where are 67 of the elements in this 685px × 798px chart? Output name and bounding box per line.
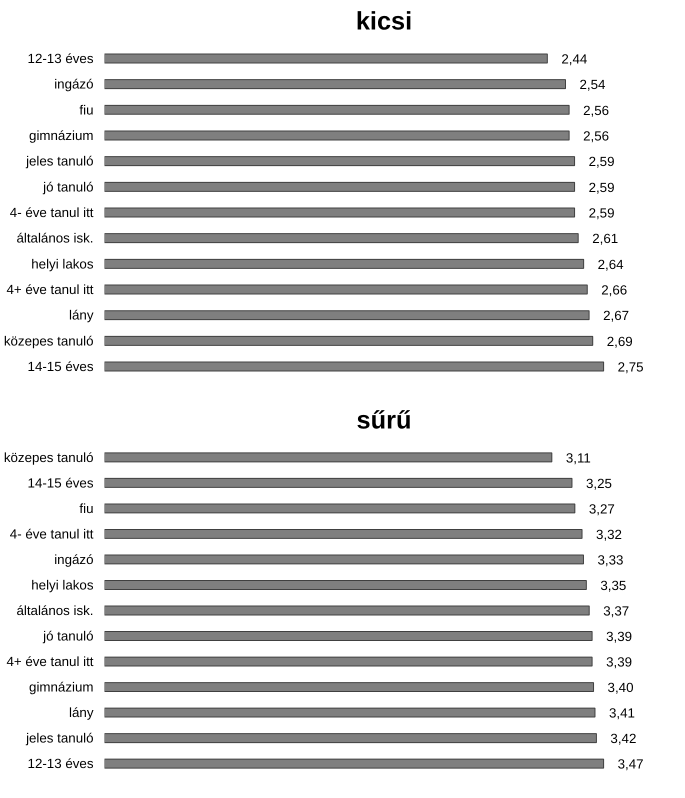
data-label: 3,42 (610, 731, 636, 746)
y-tick-label: helyi lakos (31, 256, 94, 272)
data-label: 3,35 (600, 578, 626, 593)
y-tick-label: 4+ éve tanul itt (6, 654, 94, 670)
bar (104, 130, 570, 140)
y-tick-label: 4+ éve tanul itt (6, 282, 94, 298)
bar (104, 208, 576, 218)
y-tick-label: jeles tanuló (25, 154, 94, 169)
chart-title: sűrű (356, 406, 412, 434)
y-tick-label: lány (69, 308, 94, 323)
y-tick-label: közepes tanuló (4, 333, 94, 348)
data-label: 3,40 (608, 680, 634, 696)
data-label: 2,61 (592, 231, 618, 246)
bar (104, 284, 588, 295)
chart-title: kicsi (356, 8, 412, 36)
data-label: 2,54 (579, 77, 606, 92)
y-tick-label: ingázó (54, 76, 94, 92)
y-tick-label: lány (69, 705, 94, 720)
y-tick-label: helyi lakos (31, 577, 94, 592)
y-tick-label: közepes tanuló (4, 450, 94, 465)
y-tick-label: általános isk. (16, 603, 94, 618)
data-label: 2,64 (598, 256, 624, 272)
data-label: 2,59 (588, 154, 615, 170)
y-tick-label: 12-13 éves (28, 50, 94, 66)
data-label: 2,75 (618, 360, 644, 375)
data-label: 2,69 (606, 334, 633, 349)
bar (104, 182, 576, 192)
bar (104, 310, 590, 320)
y-tick-label: 12-13 éves (28, 756, 94, 772)
bar (104, 336, 594, 346)
y-tick-label: ingázó (54, 552, 94, 567)
y-tick-label: gimnázium (29, 128, 94, 143)
bar (104, 362, 604, 372)
data-label: 2,59 (588, 206, 615, 220)
bar (104, 53, 548, 64)
data-label: 2,66 (601, 282, 628, 298)
y-tick-label: 4- éve tanul itt (10, 526, 94, 542)
data-label: 3,47 (618, 756, 644, 772)
data-label: 3,11 (566, 450, 591, 466)
y-tick-label: jó tanuló (42, 628, 94, 644)
data-label: 2,59 (588, 180, 615, 195)
y-tick-label: gimnázium (29, 680, 94, 695)
y-tick-label: 14-15 éves (28, 475, 94, 490)
y-tick-label: fiu (79, 102, 94, 118)
data-label: 3,32 (596, 526, 622, 542)
data-label: 3,37 (603, 604, 630, 618)
data-label: 2,44 (561, 51, 588, 66)
y-tick-label: fiu (79, 500, 94, 516)
bar (104, 79, 566, 90)
data-label: 3,41 (608, 706, 635, 721)
data-label: 3,27 (588, 501, 615, 516)
data-label: 2,67 (603, 308, 630, 324)
data-label: 3,39 (606, 629, 632, 644)
y-tick-label: 4- éve tanul itt (10, 205, 94, 220)
data-label: 3,25 (586, 476, 612, 491)
bar (104, 258, 584, 269)
y-tick-label: jeles tanuló (25, 730, 94, 746)
data-label: 3,39 (606, 654, 632, 670)
y-tick-label: jó tanuló (42, 179, 94, 194)
bar (104, 233, 579, 244)
data-label: 2,56 (583, 102, 610, 118)
bar (104, 156, 576, 166)
bar (104, 104, 570, 115)
data-label: 2,56 (583, 128, 610, 144)
y-tick-label: általános isk. (16, 230, 94, 246)
data-label: 3,33 (597, 552, 624, 568)
y-tick-label: 14-15 éves (28, 359, 94, 374)
